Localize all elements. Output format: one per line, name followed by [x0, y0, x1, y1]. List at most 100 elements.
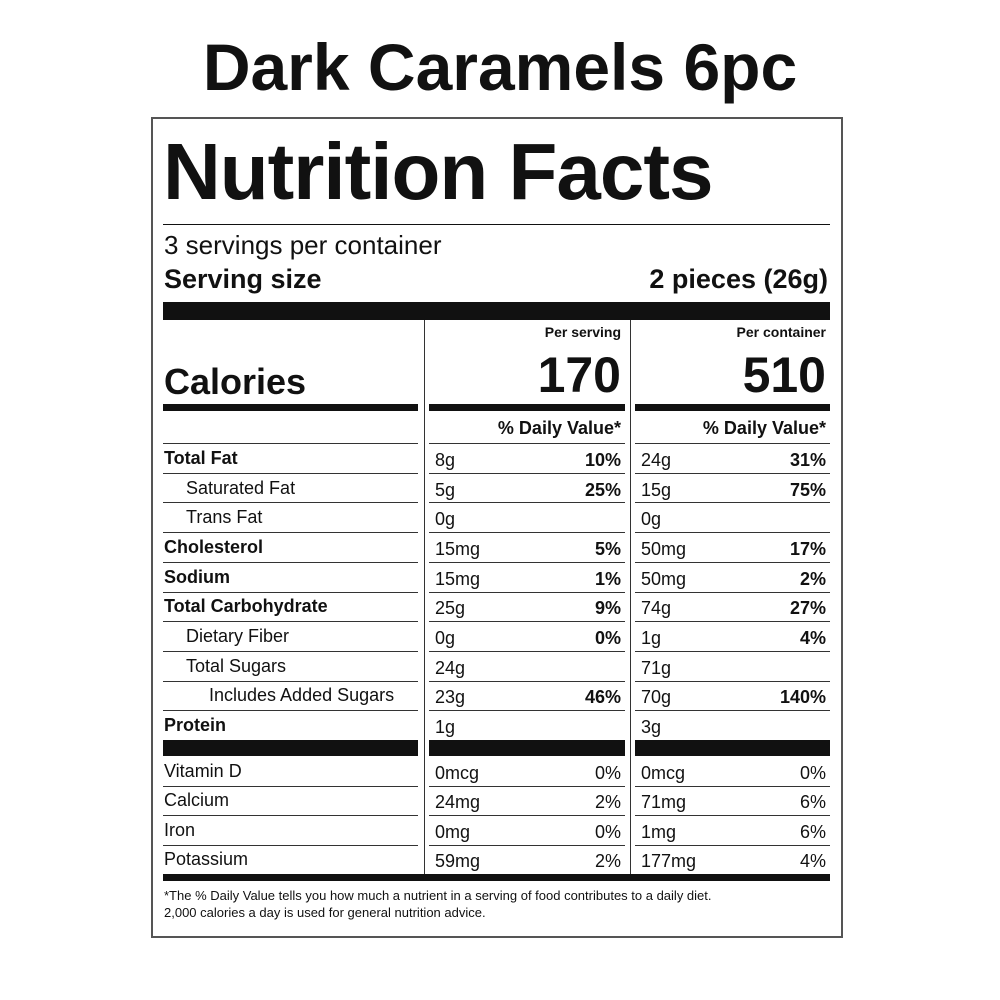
row-line	[635, 532, 830, 534]
amount: 74g	[641, 598, 672, 619]
amount: 50mg	[641, 538, 687, 559]
row-line	[635, 621, 830, 623]
row-line	[429, 472, 625, 474]
daily-value: 2%	[594, 792, 621, 813]
daily-value: 4%	[799, 628, 826, 649]
nutrient-name: Total Sugars	[186, 655, 287, 676]
amount: 3g	[641, 717, 662, 738]
daily-value: 2%	[799, 568, 826, 589]
daily-value: 4%	[799, 851, 826, 872]
rule	[163, 302, 830, 320]
servings: 3 servings per container	[164, 230, 442, 260]
row-line	[163, 561, 418, 563]
amount: 1g	[435, 717, 456, 738]
row-line	[163, 472, 418, 474]
row-line	[429, 815, 625, 816]
amount: 8g	[435, 449, 456, 470]
row-line	[429, 844, 625, 846]
column-divider	[424, 320, 425, 876]
row-line	[429, 443, 625, 444]
amount: 59mg	[435, 851, 481, 872]
daily-value: 0%	[799, 762, 826, 783]
column-header: Per serving	[544, 324, 621, 340]
label-box	[151, 117, 843, 938]
amount: 24g	[435, 657, 466, 678]
nutrient-name: Dietary Fiber	[186, 626, 290, 647]
row-line	[635, 472, 830, 474]
serving-size: 2 pieces (26g)	[649, 264, 828, 294]
daily-value: 31%	[789, 449, 826, 470]
daily-value: 6%	[799, 792, 826, 813]
daily-value: 6%	[799, 821, 826, 842]
rule	[429, 404, 625, 411]
row-line	[635, 844, 830, 846]
row-line	[635, 591, 830, 593]
row-line	[635, 502, 830, 504]
nutrient-name: Protein	[164, 715, 227, 736]
daily-value: 140%	[779, 687, 826, 708]
daily-value: 9%	[594, 598, 621, 619]
amount: 0mcg	[435, 762, 480, 783]
row-line	[429, 710, 625, 712]
daily-value: 0%	[594, 762, 621, 783]
nutrient-name: Potassium	[164, 849, 249, 870]
nutrient-name: Includes Added Sugars	[209, 685, 395, 706]
daily-value: 5%	[594, 538, 621, 559]
nutrient-name: Trans Fat	[186, 507, 263, 528]
daily-value: 17%	[789, 538, 826, 559]
rule	[635, 404, 830, 411]
nutrient-name: Total Fat	[164, 447, 238, 468]
row-line	[429, 650, 625, 652]
amount: 0g	[641, 509, 662, 530]
row-line	[163, 844, 418, 846]
footnote: 2,000 calories a day is used for general…	[164, 905, 486, 920]
calories-value: 510	[742, 347, 826, 403]
dv-header: % Daily Value*	[497, 418, 621, 438]
amount: 0mcg	[641, 762, 686, 783]
row-line	[635, 680, 830, 682]
calories-value: 170	[537, 347, 621, 403]
column-header: Per container	[736, 324, 826, 340]
amount: 15g	[641, 479, 672, 500]
footnote: *The % Daily Value tells you how much a …	[164, 888, 712, 903]
row-line	[163, 680, 418, 682]
nutrient-name: Total Carbohydrate	[164, 596, 328, 617]
amount: 5g	[435, 479, 456, 500]
nutrient-name: Vitamin D	[164, 760, 242, 781]
row-line	[163, 710, 418, 712]
row-line	[635, 561, 830, 563]
daily-value: 27%	[789, 598, 826, 619]
amount: 23g	[435, 687, 466, 708]
daily-value: 75%	[789, 479, 826, 500]
row-line	[163, 532, 418, 534]
row-line	[163, 621, 418, 623]
daily-value: 1%	[594, 568, 621, 589]
row-line	[635, 710, 830, 712]
amount: 50mg	[641, 568, 687, 589]
amount: 71mg	[641, 792, 687, 813]
amount: 177mg	[641, 851, 697, 872]
serving-size-label: Serving size	[164, 264, 322, 294]
row-line	[163, 443, 418, 444]
amount: 1g	[641, 628, 662, 649]
rule	[429, 740, 625, 756]
row-line	[635, 650, 830, 652]
amount: 0g	[435, 628, 456, 649]
nutrient-name: Saturated Fat	[186, 477, 296, 498]
daily-value: 0%	[594, 628, 621, 649]
label-heading: Nutrition Facts	[163, 127, 713, 216]
amount: 24mg	[435, 792, 481, 813]
daily-value: 0%	[594, 821, 621, 842]
rule	[163, 224, 830, 225]
nutrient-name: Cholesterol	[164, 536, 264, 557]
amount: 0mg	[435, 821, 471, 842]
amount: 0g	[435, 509, 456, 530]
row-line	[163, 591, 418, 593]
rule	[163, 404, 418, 411]
dv-header: % Daily Value*	[702, 418, 826, 438]
row-line	[635, 443, 830, 444]
row-line	[163, 785, 418, 787]
amount: 15mg	[435, 538, 481, 559]
row-line	[429, 785, 625, 787]
